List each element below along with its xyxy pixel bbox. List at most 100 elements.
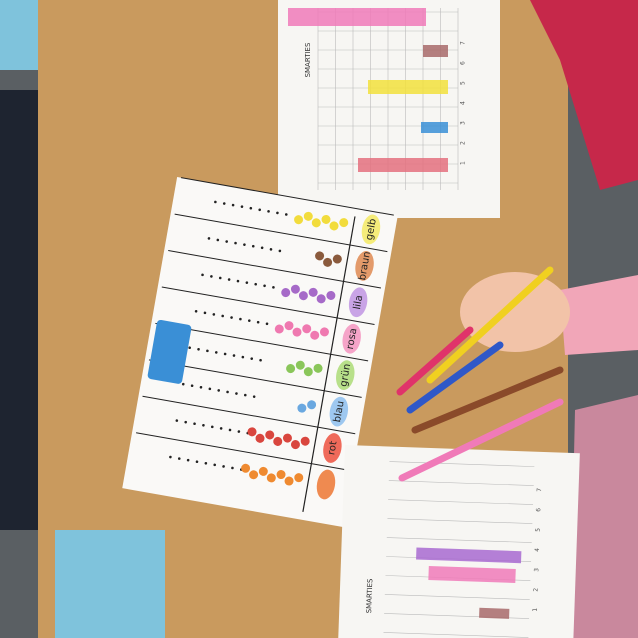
smartie [286, 364, 296, 374]
crayon-bar [368, 80, 448, 94]
dot [243, 243, 246, 246]
dot [265, 322, 269, 326]
label-blob [355, 250, 374, 281]
clothing [0, 90, 40, 530]
smartie [255, 433, 265, 443]
crayon-bar [416, 547, 522, 564]
dot [252, 395, 256, 398]
dot [245, 281, 249, 284]
smartie [303, 367, 313, 377]
dot [230, 316, 233, 319]
dot [254, 282, 258, 286]
grid-line [388, 480, 534, 486]
axis-label: 7 [460, 41, 467, 45]
dot [263, 284, 266, 288]
smartie [258, 466, 268, 476]
dot [284, 213, 288, 216]
dot [251, 244, 255, 248]
dot [193, 422, 196, 426]
smartie [274, 324, 284, 334]
sheet [278, 0, 500, 218]
dot [207, 237, 211, 240]
label-blob [361, 214, 381, 245]
dot [221, 314, 224, 318]
smartie [302, 324, 312, 334]
axis-label: 1 [532, 608, 539, 612]
smartie [303, 211, 313, 221]
smartie [308, 287, 318, 297]
sleeve [530, 0, 638, 190]
smartie [247, 427, 257, 437]
sheet-title: SMARTIES [365, 578, 374, 614]
divider [302, 216, 356, 512]
dot [240, 205, 244, 208]
grid-line [387, 518, 533, 524]
dot [258, 208, 261, 212]
dot [250, 357, 254, 360]
dot [213, 463, 217, 467]
dot [226, 390, 229, 394]
clothing [570, 395, 638, 638]
crayon-bar [288, 8, 426, 26]
color-label: braun [357, 251, 373, 282]
axis-label: 5 [460, 81, 467, 85]
row-line [168, 250, 382, 289]
grid-line [383, 632, 529, 638]
dot [190, 384, 194, 388]
smartie [298, 291, 308, 301]
color-label: blau [332, 400, 347, 423]
smartie [326, 290, 336, 300]
dot [272, 286, 275, 289]
pen [398, 398, 564, 482]
crayon-bar [421, 122, 448, 133]
smartie [294, 473, 304, 483]
crayon-bar [423, 45, 448, 57]
dot [181, 382, 185, 386]
top-sheet: SMARTIES 1 2 3 4 5 6 7 [278, 0, 500, 218]
smartie [290, 284, 300, 294]
label-blob [329, 396, 349, 427]
sheet-title: SMARTIES [304, 42, 312, 77]
grid-line [389, 461, 535, 467]
axis-label: 2 [532, 588, 539, 592]
smartie [284, 321, 294, 331]
axis-label: 5 [535, 528, 542, 532]
dot [216, 238, 220, 242]
dot [188, 346, 191, 350]
color-label: rosa [345, 327, 360, 350]
crayon-bar [358, 158, 448, 172]
sleeve [560, 275, 638, 355]
smartie [319, 327, 329, 337]
grid-line [388, 499, 534, 505]
dot [210, 425, 214, 429]
axis-label: 6 [460, 61, 467, 65]
dot [249, 206, 253, 210]
crayon-bar [428, 565, 516, 584]
blue-folder [55, 530, 165, 638]
dot [260, 246, 264, 250]
dot [219, 427, 223, 430]
smartie [329, 221, 339, 231]
smartie [281, 288, 291, 298]
smartie [310, 330, 320, 340]
smartie [273, 436, 283, 446]
dot [256, 320, 260, 324]
pen [406, 341, 504, 414]
smartie [295, 360, 305, 370]
smartie [311, 218, 321, 228]
smartie [265, 430, 275, 440]
dot [184, 420, 187, 424]
dot [186, 458, 190, 462]
label-blob [348, 287, 368, 318]
smartie [290, 440, 300, 450]
dot [208, 387, 212, 391]
sheet [338, 445, 580, 638]
grid-line [384, 594, 530, 600]
row-line [136, 432, 349, 471]
smartie [276, 470, 286, 480]
dot [195, 460, 199, 464]
dot [232, 354, 236, 357]
axis-label: 3 [460, 121, 467, 125]
